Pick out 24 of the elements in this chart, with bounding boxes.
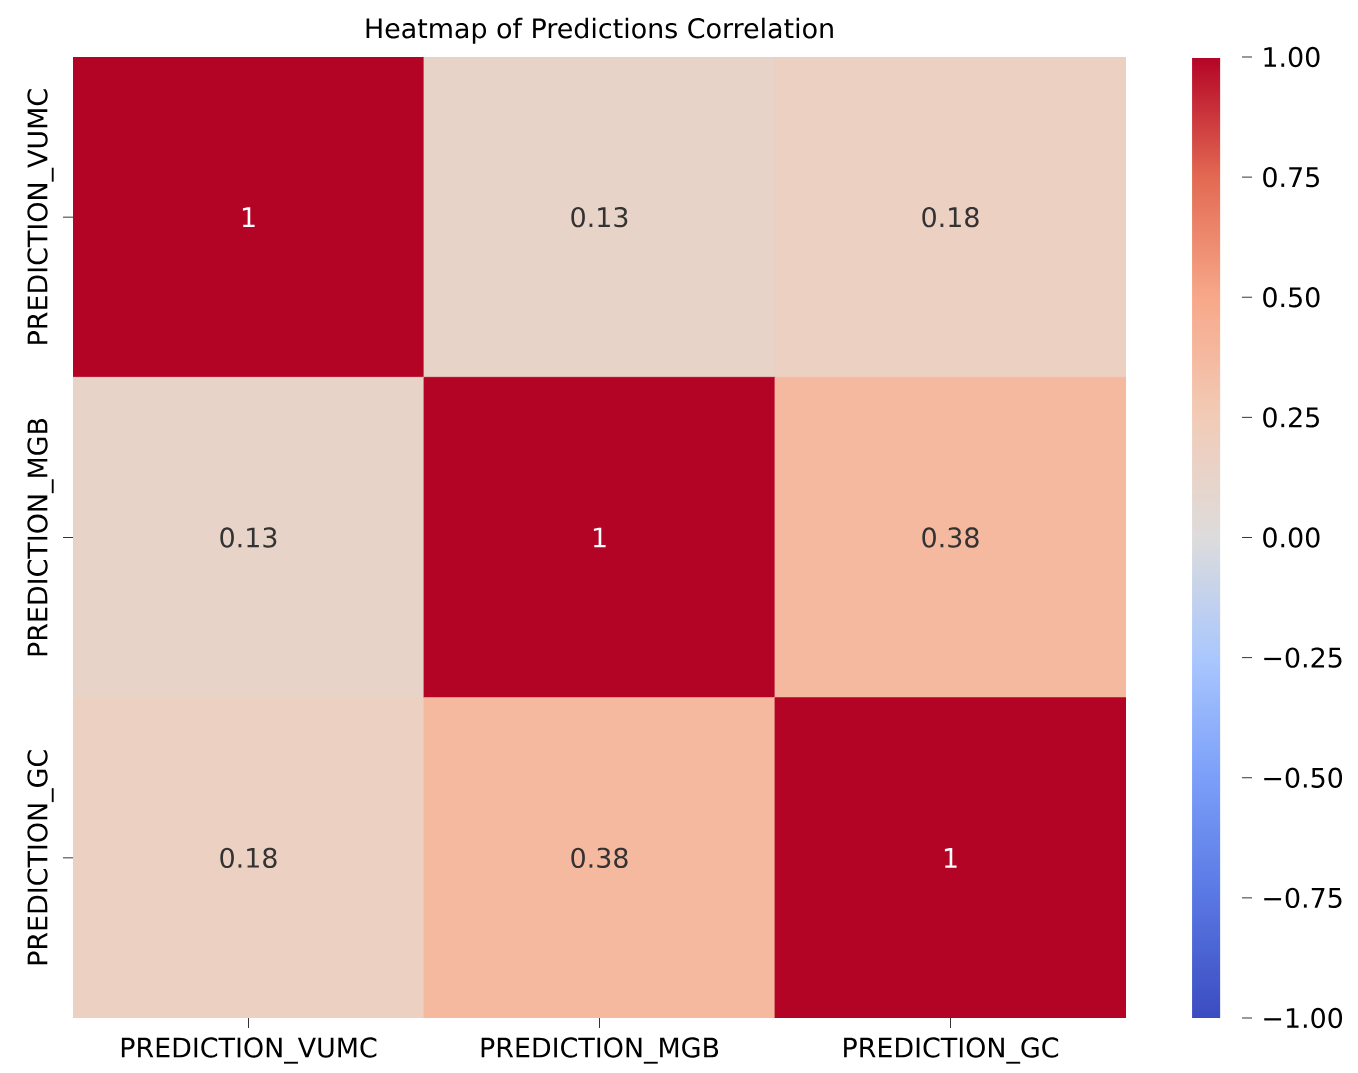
chart-title: Heatmap of Predictions Correlation — [366, 17, 833, 44]
color-bar-label: −0.25 — [1264, 647, 1342, 668]
data-label: 1 — [593, 527, 606, 548]
data-label: 0.18 — [922, 207, 979, 228]
color-bar-label: 0.25 — [1263, 407, 1319, 428]
data-label: 0.18 — [220, 847, 277, 869]
color-bar-label: −1.00 — [1264, 1008, 1343, 1029]
color-bar-label: −0.75 — [1264, 887, 1342, 909]
color-bar-label: 0.50 — [1263, 287, 1320, 308]
color-bar-label: 0.00 — [1263, 527, 1320, 548]
x-tick-label: PREDICTION_VUMC — [121, 1037, 377, 1064]
data-label: 0.38 — [922, 527, 979, 548]
data-label: 1 — [242, 207, 255, 228]
data-label: 0.38 — [571, 847, 628, 869]
y-tick-label: PREDICTION_MGB — [27, 419, 54, 656]
data-label: 0.13 — [571, 207, 628, 228]
color-bar-label: 0.75 — [1263, 167, 1319, 188]
color-bar-label: −0.50 — [1264, 767, 1343, 789]
data-label: 0.13 — [220, 527, 277, 548]
color-bar-label: 1.00 — [1264, 47, 1320, 68]
x-tick-label: PREDICTION_MGB — [481, 1037, 719, 1064]
data-label: 1 — [944, 848, 957, 868]
y-tick-label: PREDICTION_VUMC — [27, 89, 54, 344]
x-tick-label: PREDICTION_GC — [844, 1037, 1059, 1064]
